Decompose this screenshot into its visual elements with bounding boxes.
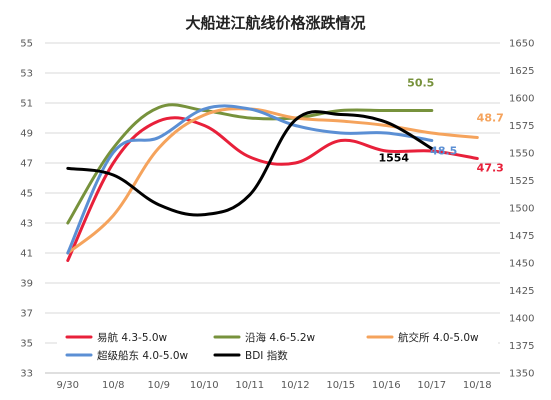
x-tick-label: 10/12 (281, 380, 310, 391)
right-tick-label: 1575 (509, 121, 534, 132)
legend-label: 易航 4.3-5.0w (97, 331, 168, 344)
left-tick-label: 51 (20, 99, 33, 110)
right-tick-label: 1550 (509, 149, 534, 160)
series-line-yanhai (66, 103, 434, 225)
left-tick-label: 41 (20, 249, 33, 260)
left-y-axis: 33 35 37 39 41 43 45 47 49 51 53 55 (20, 39, 33, 380)
x-axis: 9/30 10/8 10/9 10/10 10/11 10/12 10/15 10/16 10/… (45, 372, 500, 391)
left-tick-label: 43 (20, 219, 33, 230)
right-tick-label: 1475 (509, 231, 534, 242)
annotation-label: 48.5 (430, 145, 457, 158)
right-tick-label: 1450 (509, 259, 534, 270)
x-tick-label: 10/17 (417, 380, 446, 391)
left-tick-label: 47 (20, 159, 33, 170)
annotation-label: 50.5 (407, 77, 434, 90)
left-tick-label: 49 (20, 129, 33, 140)
right-tick-label: 1600 (509, 94, 534, 105)
right-tick-label: 1525 (509, 176, 534, 187)
left-tick-label: 55 (20, 39, 33, 50)
x-tick-label: 9/30 (57, 380, 79, 391)
series-line-bdi (66, 110, 434, 217)
x-tick-label: 10/15 (326, 380, 355, 391)
series-lines (66, 103, 479, 262)
chart-title: 大船进江航线价格涨跌情况 (185, 14, 365, 32)
right-tick-label: 1500 (509, 204, 534, 215)
right-tick-label: 1400 (509, 314, 534, 325)
x-tick-label: 10/18 (463, 380, 492, 391)
left-tick-label: 39 (20, 279, 33, 290)
right-tick-label: 1375 (509, 341, 534, 352)
legend-box (57, 322, 498, 367)
left-tick-label: 35 (20, 339, 33, 350)
legend-label: 沿海 4.6-5.2w (245, 331, 316, 344)
right-tick-label: 1425 (509, 286, 534, 297)
legend-label: BDI 指数 (245, 349, 288, 362)
legend: 易航 4.3-5.0w 沿海 4.6-5.2w 航交所 4.0-5.0w 超级船东 4… (57, 322, 498, 367)
x-tick-label: 10/16 (372, 380, 401, 391)
series-line-chaoji-chuandong (66, 104, 434, 255)
right-tick-label: 1625 (509, 66, 534, 77)
right-tick-label: 1650 (509, 39, 534, 50)
left-tick-label: 33 (20, 369, 33, 380)
x-tick-label: 10/8 (102, 380, 124, 391)
legend-label: 超级船东 4.0-5.0w (97, 349, 189, 362)
x-tick-label: 10/9 (148, 380, 170, 391)
right-y-axis: 1350 1375 1400 1425 1450 1475 1500 1525 1550 1575… (509, 39, 534, 380)
data-annotations: 50.5 48.7 48.5 47.3 1554 (378, 77, 503, 175)
left-tick-label: 53 (20, 69, 33, 80)
left-tick-label: 45 (20, 189, 33, 200)
annotation-label: 48.7 (477, 112, 504, 125)
legend-label: 航交所 4.0-5.0w (398, 331, 479, 344)
annotation-label: 1554 (378, 152, 409, 165)
right-tick-label: 1350 (509, 369, 534, 380)
annotation-label: 47.3 (477, 162, 504, 175)
series-line-yihang (66, 116, 479, 262)
left-tick-label: 37 (20, 309, 33, 320)
x-tick-label: 10/10 (190, 380, 219, 391)
x-tick-label: 10/11 (235, 380, 264, 391)
